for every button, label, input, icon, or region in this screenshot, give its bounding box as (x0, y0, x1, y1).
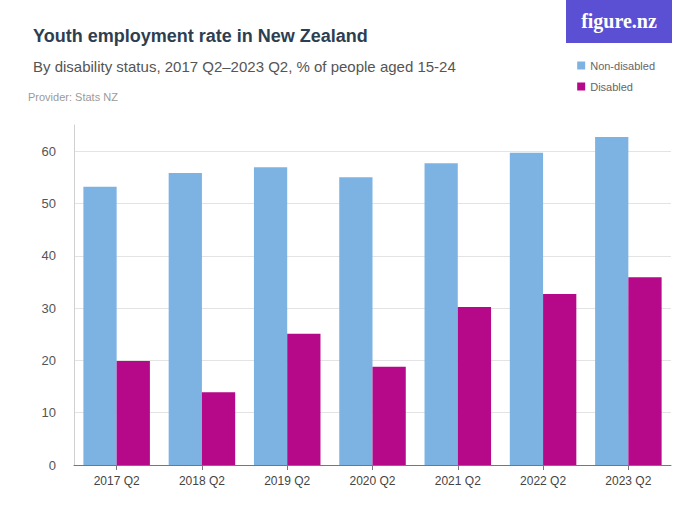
svg-text:2021 Q2: 2021 Q2 (435, 474, 481, 488)
svg-text:Disabled: Disabled (590, 81, 633, 93)
svg-text:Youth employment rate in New Z: Youth employment rate in New Zealand (33, 26, 368, 46)
svg-text:2019 Q2: 2019 Q2 (264, 474, 310, 488)
svg-text:0: 0 (49, 458, 56, 473)
svg-text:20: 20 (42, 353, 56, 368)
svg-text:2020 Q2: 2020 Q2 (349, 474, 395, 488)
svg-text:10: 10 (42, 405, 56, 420)
svg-text:2018 Q2: 2018 Q2 (179, 474, 225, 488)
svg-text:By disability status, 2017 Q2–: By disability status, 2017 Q2–2023 Q2, %… (33, 58, 456, 75)
svg-text:30: 30 (42, 301, 56, 316)
svg-text:40: 40 (42, 248, 56, 263)
svg-text:Non-disabled: Non-disabled (590, 60, 655, 72)
svg-text:2023 Q2: 2023 Q2 (605, 474, 651, 488)
svg-text:2017 Q2: 2017 Q2 (94, 474, 140, 488)
svg-text:Provider: Stats NZ: Provider: Stats NZ (28, 91, 118, 103)
svg-text:50: 50 (42, 196, 56, 211)
svg-text:figure.nz: figure.nz (581, 10, 657, 33)
svg-text:2022 Q2: 2022 Q2 (520, 474, 566, 488)
svg-text:60: 60 (42, 144, 56, 159)
